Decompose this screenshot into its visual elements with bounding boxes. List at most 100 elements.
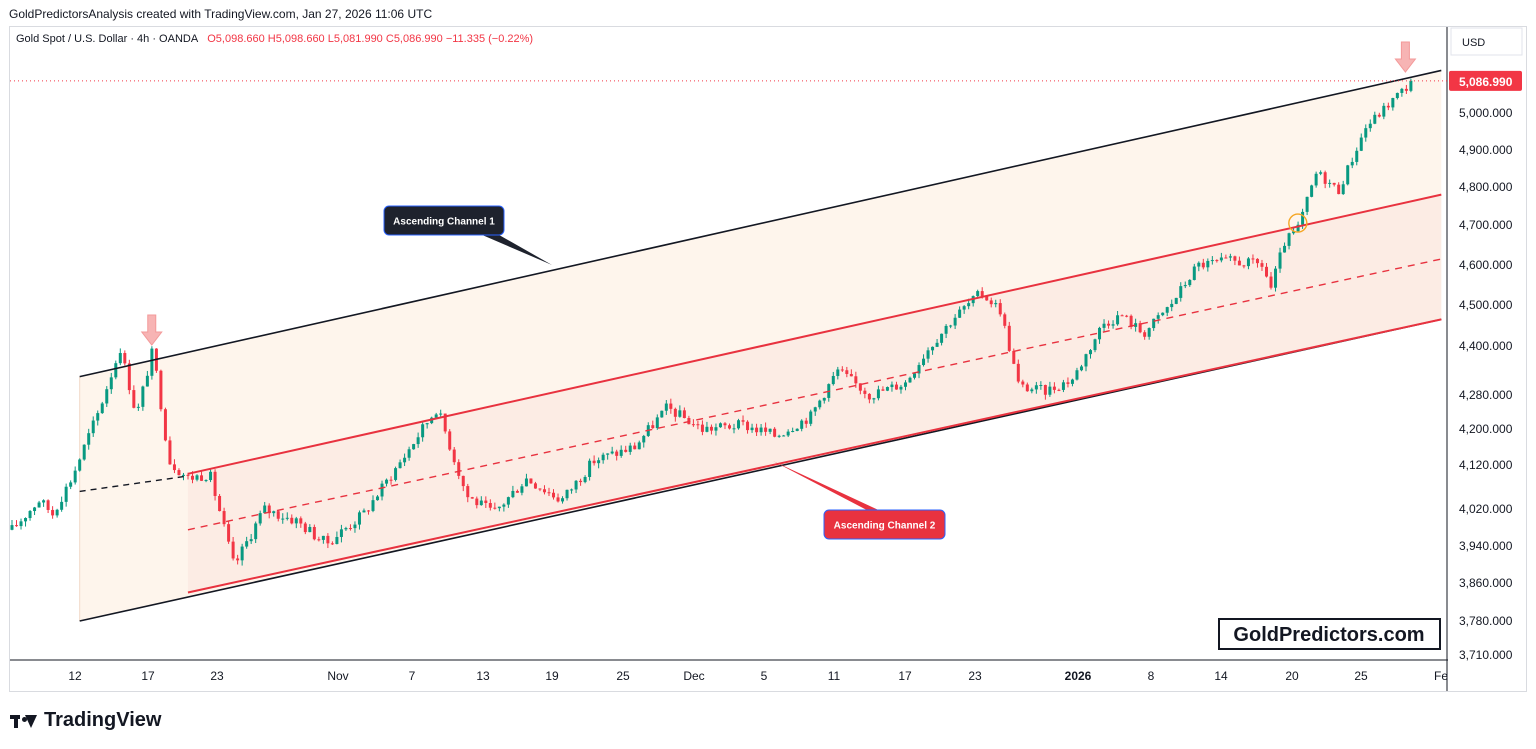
- candle-body: [633, 445, 637, 450]
- x-tick-label: 23: [210, 669, 224, 683]
- y-tick-label: 5,000.000: [1459, 106, 1513, 120]
- candle-body: [1251, 258, 1255, 260]
- candle-body: [294, 518, 298, 524]
- candle-body: [773, 428, 777, 437]
- candle-body: [299, 518, 303, 524]
- candle-body: [791, 431, 795, 433]
- candle-body: [348, 528, 352, 530]
- x-tick-label: 14: [1214, 669, 1228, 683]
- candle-body: [344, 528, 348, 530]
- candle-body: [1197, 262, 1201, 267]
- candle-body: [836, 369, 840, 376]
- candle-body: [1404, 88, 1408, 91]
- candle-body: [281, 518, 285, 520]
- watermark-label: GoldPredictors.com: [1233, 624, 1424, 646]
- candle-body: [1183, 285, 1187, 287]
- candle-body: [1061, 382, 1065, 390]
- candle-body: [308, 526, 312, 533]
- chart-frame: [9, 26, 1527, 692]
- x-axis: 12 17 23 Nov 7 13 19 25 Dec 5 11 17 23 2026 8 14 20 25 Fe: [68, 669, 1448, 683]
- candle-body: [1111, 324, 1115, 326]
- candle-body: [42, 500, 46, 503]
- price-tag-box: [1449, 70, 1522, 91]
- candle-body: [195, 475, 199, 480]
- candle-body: [867, 393, 871, 400]
- candle-body: [114, 363, 118, 378]
- x-tick-label: 11: [828, 669, 841, 683]
- candle-body: [863, 390, 867, 394]
- candle-body: [1377, 114, 1381, 117]
- candle-body: [515, 490, 519, 493]
- low-value: L5,081.990: [327, 33, 383, 45]
- candle-body: [795, 428, 799, 432]
- candle-body: [976, 291, 980, 297]
- candle-body: [1292, 231, 1296, 234]
- candle-body: [60, 501, 64, 510]
- candle-body: [962, 306, 966, 310]
- candle-body: [236, 558, 240, 561]
- candles: [10, 78, 1413, 566]
- peak-arrow-down-icon: [140, 314, 163, 346]
- candle-body: [998, 303, 1002, 315]
- candle-body: [385, 479, 389, 484]
- candle-body: [533, 483, 537, 489]
- candle-body: [357, 512, 361, 525]
- candle-body: [172, 464, 176, 471]
- candle-body: [1174, 297, 1178, 304]
- candle-body: [1039, 384, 1043, 386]
- candle-body: [1409, 80, 1413, 91]
- watermark-box: [1218, 618, 1441, 650]
- candle-body: [470, 497, 474, 499]
- candle-body: [1274, 268, 1278, 288]
- candle-body: [764, 427, 768, 432]
- y-tick-label: 4,400.000: [1459, 339, 1513, 353]
- candle-body: [82, 444, 86, 460]
- x-tick-label: Dec: [683, 669, 704, 683]
- candle-body: [254, 523, 258, 540]
- candle-body: [249, 539, 253, 542]
- candle-body: [362, 510, 366, 513]
- candle-body: [511, 490, 515, 498]
- candle-body: [637, 442, 641, 450]
- candle-body: [439, 413, 443, 415]
- candle-body: [552, 492, 556, 498]
- candle-body: [457, 462, 461, 476]
- candle-body: [800, 420, 804, 429]
- candle-body: [366, 510, 370, 512]
- candle-body: [1021, 381, 1025, 385]
- candle-body: [994, 303, 998, 305]
- y-tick-label: 4,120.000: [1459, 458, 1513, 472]
- candle-body: [272, 511, 276, 514]
- candle-body: [421, 424, 425, 438]
- candle-body: [989, 300, 993, 305]
- currency-button[interactable]: USD: [1450, 27, 1523, 56]
- candle-body: [1237, 260, 1241, 266]
- candle-body: [858, 383, 862, 391]
- candle-body: [696, 424, 700, 426]
- candle-body: [903, 382, 907, 387]
- candle-body: [1007, 325, 1011, 351]
- candle-body: [953, 317, 957, 326]
- candle-body: [461, 475, 465, 487]
- x-tick-label: 17: [141, 669, 155, 683]
- x-tick-label: 5: [761, 669, 768, 683]
- candle-body: [380, 483, 384, 497]
- x-tick-label: Nov: [327, 669, 348, 683]
- candle-body: [709, 426, 713, 431]
- candle-body: [1341, 184, 1345, 195]
- candle-body: [1070, 379, 1074, 384]
- candle-body: [1210, 260, 1214, 262]
- candle-body: [881, 389, 885, 391]
- candle-body: [849, 373, 853, 377]
- x-tick-label: Fe: [1434, 669, 1448, 683]
- candle-body: [615, 451, 619, 456]
- candle-body: [1012, 350, 1016, 364]
- candle-body: [561, 498, 565, 502]
- candle-body: [1260, 263, 1264, 267]
- candle-body: [894, 384, 898, 390]
- tradingview-logo[interactable]: TradingView: [10, 709, 161, 732]
- candle-body: [768, 428, 772, 432]
- candle-body: [263, 505, 267, 514]
- channel-2-fill: [187, 194, 1442, 593]
